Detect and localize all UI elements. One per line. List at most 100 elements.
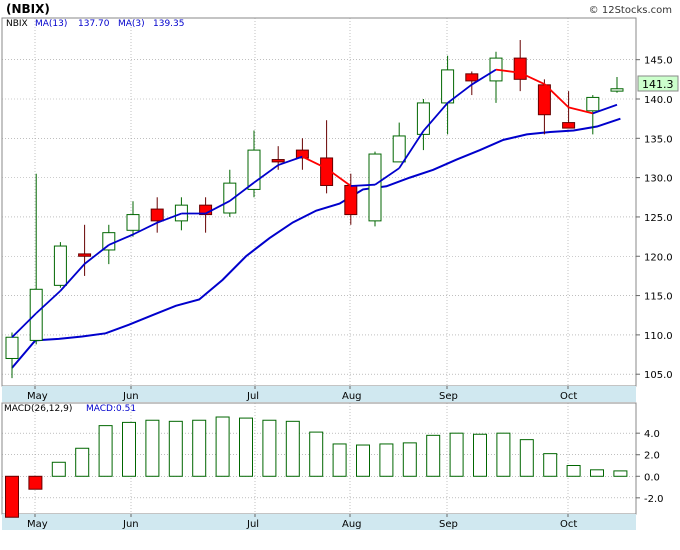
- price-y-tick-label: 115.0: [644, 292, 673, 303]
- price-x-tick-label: Oct: [560, 391, 577, 402]
- legend-ma3-label: MA(3): [118, 19, 145, 29]
- candle-up: [392, 135, 406, 163]
- chart-title: (NBIX): [6, 2, 50, 16]
- ma3-segment: [543, 83, 570, 109]
- price-x-tick-label: May: [27, 391, 48, 402]
- price-x-axis-band: [2, 386, 636, 402]
- ma3-segment: [35, 290, 62, 314]
- price-x-axis: May Jun Jul Aug Sep Oct: [27, 386, 577, 402]
- ma3-segment: [519, 71, 545, 85]
- price-y-tick-label: 120.0: [644, 252, 673, 263]
- candle-up: [102, 232, 116, 251]
- macd-bar-positive: [519, 439, 534, 477]
- ma3-segment: [108, 233, 134, 246]
- candle-up: [29, 288, 43, 341]
- ma3-layer: [11, 68, 618, 338]
- candle-down: [344, 184, 358, 216]
- ma3-segment: [326, 167, 352, 187]
- macd-x-axis-band: [2, 514, 636, 530]
- price-y-tick-label: 130.0: [644, 174, 673, 185]
- macd-x-tick-label: Sep: [439, 519, 458, 530]
- ma3-segment: [253, 164, 279, 184]
- legend-ma13-value: 137.70: [78, 19, 110, 29]
- candle-up: [223, 182, 237, 214]
- macd-y-axis: -2.0 0.0 2.0 4.0: [636, 429, 664, 505]
- ma3-segment: [11, 312, 37, 338]
- macd-y-tick-label: 2.0: [644, 451, 660, 462]
- ma3-segment: [229, 181, 255, 202]
- macd-bar-positive: [566, 465, 581, 477]
- ma3-segment: [302, 155, 327, 170]
- macd-bar-positive: [168, 420, 183, 477]
- watermark: © 12Stocks.com: [589, 5, 672, 16]
- macd-bar-positive: [75, 447, 90, 477]
- ma3-segment: [205, 200, 231, 215]
- macd-y-tick-label: 4.0: [644, 429, 660, 440]
- ma3-segment: [398, 130, 425, 169]
- macd-x-tick-label: Aug: [342, 519, 362, 530]
- candle-down: [271, 159, 285, 163]
- macd-bar-positive: [215, 416, 230, 477]
- price-y-tick-label: 105.0: [644, 370, 673, 381]
- macd-bar-positive: [262, 419, 277, 477]
- macd-x-tick-label: May: [27, 519, 48, 530]
- macd-y-tick-label: 0.0: [644, 472, 660, 483]
- ma13-line: [11, 117, 621, 369]
- price-y-tick-label: 110.0: [644, 331, 673, 342]
- price-x-tick-label: Sep: [439, 391, 458, 402]
- macd-bars: [5, 416, 628, 518]
- macd-bar-positive: [309, 431, 324, 477]
- ma3-segment: [374, 167, 400, 186]
- ma3-segment: [447, 83, 473, 104]
- price-y-tick-label: 140.0: [644, 95, 673, 106]
- macd-bar-negative: [28, 475, 43, 490]
- macd-x-tick-label: Jun: [122, 519, 139, 530]
- macd-legend-title: MACD(26,12,9): [4, 404, 72, 414]
- legend-symbol: NBIX: [6, 19, 28, 29]
- macd-bar-positive: [239, 417, 253, 477]
- price-y-tick-label: 135.0: [644, 134, 673, 145]
- candle-down: [150, 208, 164, 222]
- macd-bar-positive: [356, 444, 370, 477]
- macd-bar-positive: [192, 419, 207, 477]
- ma3-segment: [84, 244, 110, 265]
- candle-down: [78, 253, 92, 257]
- macd-bar-positive: [285, 420, 300, 477]
- ma3-segment: [422, 102, 449, 132]
- macd-bar-positive: [590, 469, 604, 477]
- ma3-segment: [568, 106, 594, 115]
- macd-bar-positive: [402, 442, 417, 477]
- candle-up: [489, 57, 503, 82]
- ma3-segment: [471, 68, 497, 86]
- candle-up: [586, 96, 600, 112]
- candle-down: [562, 122, 576, 129]
- macd-bar-positive: [613, 470, 628, 477]
- candle-up: [610, 88, 624, 92]
- ma3-segment: [350, 183, 376, 187]
- candle-down: [295, 149, 309, 159]
- macd-x-tick-label: Oct: [560, 519, 577, 530]
- candles-layer: [5, 40, 624, 379]
- macd-bar-positive: [426, 434, 441, 477]
- candle-up: [368, 153, 382, 222]
- macd-bar-positive: [145, 419, 160, 477]
- macd-bar-positive: [98, 425, 113, 477]
- macd-bar-negative: [5, 475, 19, 518]
- candle-up: [126, 214, 140, 231]
- macd-bar-positive: [543, 453, 558, 477]
- macd-legend-value: MACD:0.51: [86, 404, 136, 414]
- candle-down: [465, 73, 479, 82]
- price-label-box: [637, 75, 679, 92]
- macd-bar-positive: [122, 421, 136, 477]
- macd-bar-positive: [51, 461, 66, 477]
- macd-bar-positive: [379, 443, 394, 477]
- price-y-tick-label: 145.0: [644, 56, 673, 67]
- price-x-tick-label: Aug: [342, 391, 362, 402]
- macd-bar-positive: [332, 443, 347, 477]
- macd-bar-positive: [496, 432, 511, 477]
- macd-x-tick-label: Jul: [246, 519, 259, 530]
- ma13-layer: [11, 117, 621, 369]
- candle-up: [441, 69, 455, 104]
